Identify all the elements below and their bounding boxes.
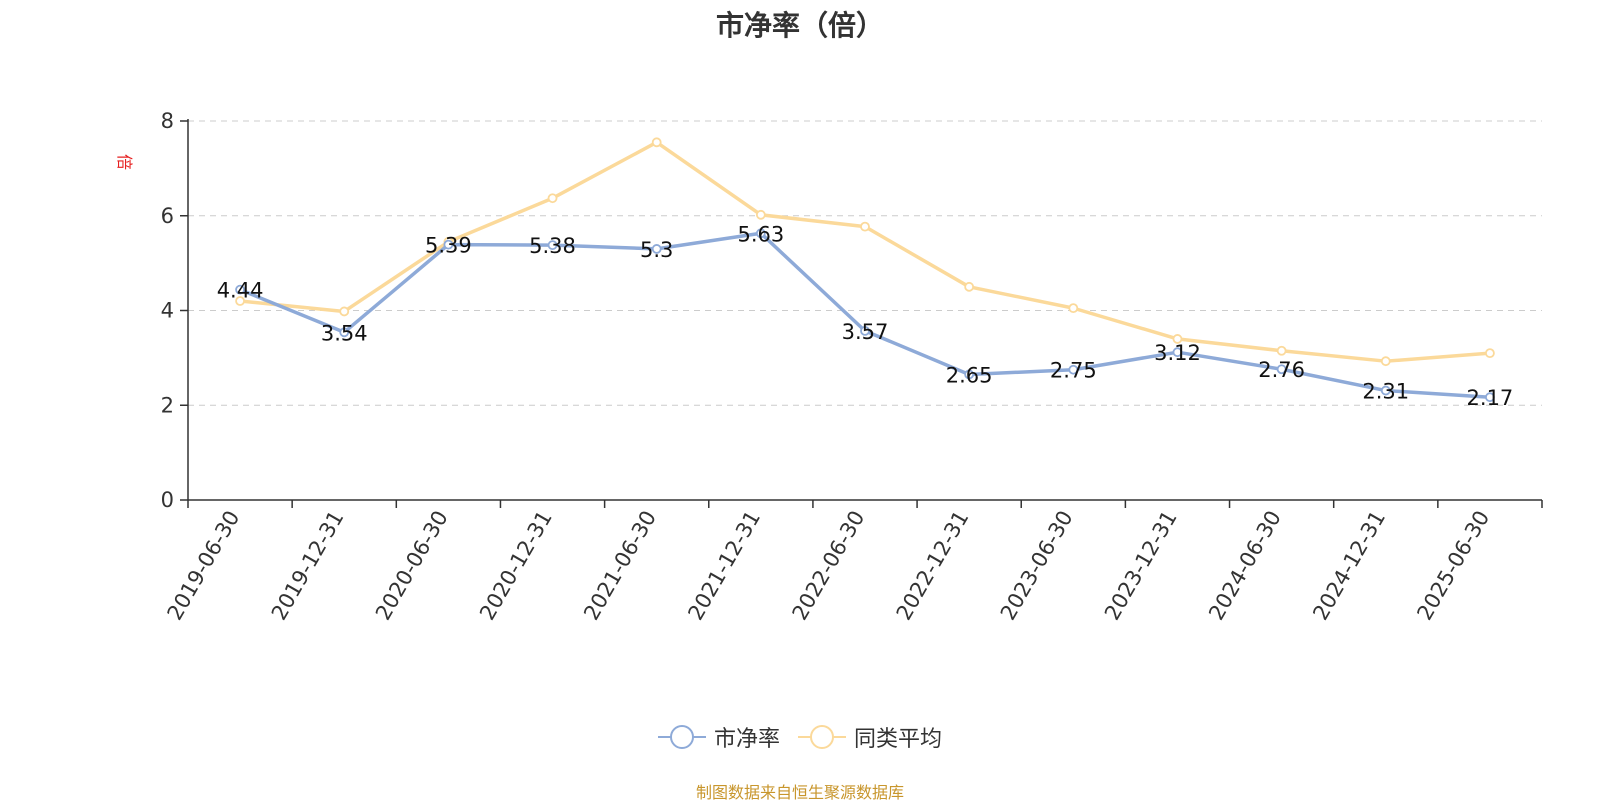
y-tick-label: 4: [161, 299, 174, 323]
data-point-0: [651, 244, 662, 254]
data-point-0: [547, 240, 558, 251]
chart-title: 市净率（倍）: [715, 9, 884, 42]
x-tick-label: 2020-12-31: [475, 507, 557, 625]
data-point-1: [1485, 348, 1495, 359]
data-point-1: [339, 306, 350, 317]
data-label: 5.3: [640, 238, 673, 262]
data-label: 2.17: [1467, 386, 1514, 410]
data-label: 3.57: [842, 320, 889, 344]
data-point-0: [443, 239, 454, 250]
x-tick-label: 2019-12-31: [267, 507, 349, 625]
data-point-0: [235, 284, 245, 295]
y-tick-label: 2: [161, 393, 174, 417]
legend-item-peer-average[interactable]: 同类平均: [798, 721, 942, 753]
data-label: 2.76: [1258, 358, 1305, 382]
data-point-1: [755, 209, 766, 220]
data-point-1: [860, 221, 870, 232]
data-point-0: [339, 327, 350, 338]
data-point-1: [964, 281, 975, 292]
x-tick-label: 2024-06-30: [1204, 507, 1286, 625]
legend-label-pb: 市净率: [713, 727, 780, 752]
data-point-0: [1485, 392, 1495, 403]
data-source-note: 制图数据来自恒生聚源数据库: [695, 783, 904, 802]
legend-label-peer-average: 同类平均: [854, 727, 943, 752]
data-point-0: [1276, 364, 1287, 375]
data-label: 2.75: [1050, 359, 1097, 383]
data-point-0: [1068, 364, 1079, 375]
data-label: 5.38: [529, 234, 576, 258]
data-label: 4.44: [217, 279, 264, 303]
data-label: 2.31: [1362, 380, 1409, 404]
data-point-0: [964, 369, 975, 380]
legend-swatch-pb: [657, 724, 706, 750]
x-tick-label: 2024-12-31: [1308, 507, 1390, 625]
data-point-0: [1380, 385, 1391, 396]
data-label: 3.54: [321, 321, 368, 345]
y-tick-label: 6: [161, 204, 174, 228]
data-point-0: [755, 228, 766, 239]
x-tick-label: 2020-06-30: [371, 507, 453, 625]
legend-item-pb[interactable]: 市净率: [657, 721, 780, 753]
data-point-0: [860, 325, 870, 336]
data-point-1: [1172, 334, 1183, 344]
data-point-1: [1068, 303, 1079, 314]
y-tick-label: 8: [161, 109, 174, 133]
x-tick-label: 2022-12-31: [892, 506, 974, 624]
data-point-1: [1276, 345, 1287, 356]
data-point-1: [235, 296, 245, 306]
x-tick-label: 2023-06-30: [996, 507, 1078, 625]
data-label: 3.12: [1154, 341, 1201, 365]
data-point-0: [1172, 347, 1183, 358]
legend-swatch-peer-average: [798, 724, 846, 750]
data-label: 2.65: [946, 363, 993, 387]
x-tick-label: 2021-06-30: [579, 507, 661, 625]
x-tick-label: 2021-12-31: [683, 507, 765, 625]
data-label: 5.63: [737, 222, 784, 246]
y-tick-label: 0: [161, 488, 174, 512]
data-point-1: [1380, 356, 1391, 367]
data-point-1: [547, 193, 558, 204]
legend: 市净率 同类平均: [0, 721, 1600, 753]
x-tick-label: 2025-06-30: [1412, 507, 1494, 625]
data-point-1: [651, 137, 662, 148]
x-tick-label: 2023-12-31: [1100, 507, 1182, 625]
data-label: 5.39: [425, 234, 472, 258]
x-tick-label: 2022-06-30: [788, 507, 870, 625]
x-tick-label: 2019-06-30: [163, 507, 245, 625]
